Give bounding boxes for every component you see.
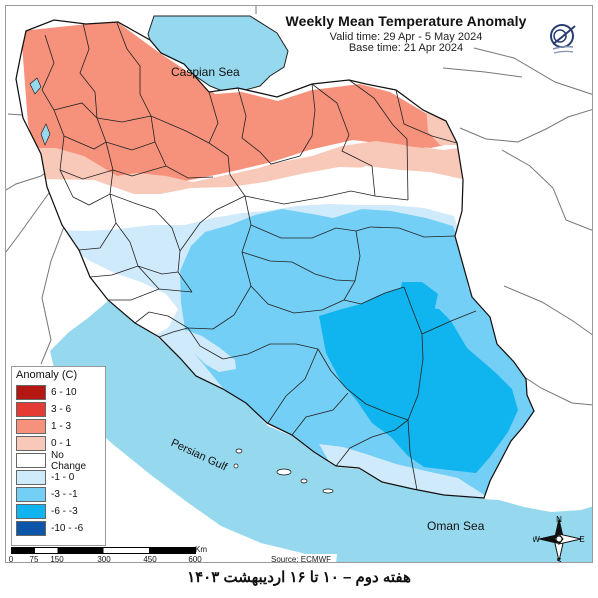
logo-mark — [550, 24, 576, 54]
caspian-sea-label: Caspian Sea — [171, 65, 240, 79]
compass-north-arrow — [554, 517, 564, 539]
oman-sea-label: Oman Sea — [427, 519, 485, 533]
legend-label: -6 - -3 — [51, 506, 78, 517]
compass-center — [555, 535, 563, 543]
legend-item-minus1-0: -1 - 0 — [16, 469, 101, 486]
distance-scale: 0 75 150 300 450 600 Km — [8, 545, 216, 563]
legend-label: -1 - 0 — [51, 472, 75, 483]
institution-logo — [540, 18, 584, 70]
temperature-anomaly-map: Weekly Mean Temperature Anomaly Valid ti… — [5, 5, 593, 563]
lakes — [29, 77, 51, 146]
legend-swatch — [16, 419, 46, 434]
legend-item-minus3-minus1: -3 - -1 — [16, 486, 101, 503]
anomaly-minus6-minus3-core — [319, 287, 518, 473]
no-change-central-band — [41, 167, 461, 230]
legend-item-0-1: 0 - 1 — [16, 435, 101, 452]
anomaly-fields — [16, 20, 534, 498]
legend-swatch — [16, 504, 46, 519]
scale-tick-300: 300 — [97, 555, 111, 563]
compass-west: W — [533, 535, 540, 544]
oman-sea — [336, 498, 592, 562]
compass-west-arrow — [537, 534, 559, 544]
legend-swatch — [16, 470, 46, 485]
anomaly-1-3-northeast-lobe — [390, 101, 432, 148]
scale-tick-150: 150 — [50, 555, 64, 563]
legend-item-6-10: 6 - 10 — [16, 384, 101, 401]
legend-item-minus6-minus3: -6 - -3 — [16, 503, 101, 520]
compass-east-arrow — [557, 533, 582, 545]
map-title: Weekly Mean Temperature Anomaly — [285, 13, 527, 29]
map-title-block: Weekly Mean Temperature Anomaly Valid ti… — [256, 14, 556, 55]
anomaly-legend: Anomaly (C) 6 - 10 3 - 6 1 - 3 0 - 1 No … — [11, 366, 106, 546]
legend-label: 3 - 6 — [51, 404, 72, 415]
source-label: Source: ECMWF — [271, 555, 332, 563]
legend-swatch — [16, 487, 46, 502]
legend-label: 6 - 10 — [51, 387, 77, 398]
legend-swatch — [16, 453, 46, 468]
legend-label: 0 - 1 — [51, 438, 72, 449]
scale-unit: Km — [195, 545, 207, 554]
iran-outline — [15, 19, 535, 499]
compass-south-arrow — [553, 537, 565, 562]
compass-east: E — [579, 535, 584, 544]
scale-tick-0: 0 — [8, 555, 14, 563]
persian-gulf — [50, 301, 509, 554]
legend-label: -3 - -1 — [51, 489, 78, 500]
scale-bar — [11, 547, 196, 554]
map-svg — [6, 6, 592, 562]
base-time: Base time: 21 Apr 2024 — [348, 42, 464, 55]
scale-tick-600: 600 — [188, 555, 202, 563]
anomaly-minus1-0-southeast-band — [319, 444, 486, 498]
legend-item-1-3: 1 - 3 — [16, 418, 101, 435]
legend-swatch — [16, 521, 46, 536]
legend-swatch — [16, 436, 46, 451]
gulf-islands — [233, 448, 334, 494]
scale-tick-75: 75 — [29, 555, 39, 563]
compass-rose: N S E W — [533, 515, 585, 563]
legend-item-no-change: No Change — [16, 449, 101, 472]
legend-swatch — [16, 385, 46, 400]
legend-label: -10 - -6 — [51, 523, 84, 534]
anomaly-minus6-minus3-northeast-spot — [398, 282, 438, 316]
legend-label: No Change — [51, 449, 87, 472]
legend-title: Anomaly (C) — [16, 369, 78, 381]
legend-item-3-6: 3 - 6 — [16, 401, 101, 418]
scale-tick-450: 450 — [143, 555, 157, 563]
legend-list: 6 - 10 3 - 6 1 - 3 0 - 1 No Change -1 - … — [16, 384, 101, 537]
anomaly-1-3-north — [21, 21, 458, 197]
legend-swatch — [16, 402, 46, 417]
compass-south: S — [556, 557, 561, 563]
province-boundaries — [41, 22, 477, 491]
legend-item-minus10-minus6: -10 - -6 — [16, 520, 101, 537]
anomaly-minus1-0-southwest-patch — [186, 330, 236, 372]
compass-north: N — [556, 515, 562, 524]
persian-caption: هفته دوم – ۱۰ تا ۱۶ اردیبهشت ۱۴۰۳ — [187, 569, 411, 586]
valid-time: Valid time: 29 Apr - 5 May 2024 — [329, 30, 483, 43]
legend-label: 1 - 3 — [51, 421, 72, 432]
